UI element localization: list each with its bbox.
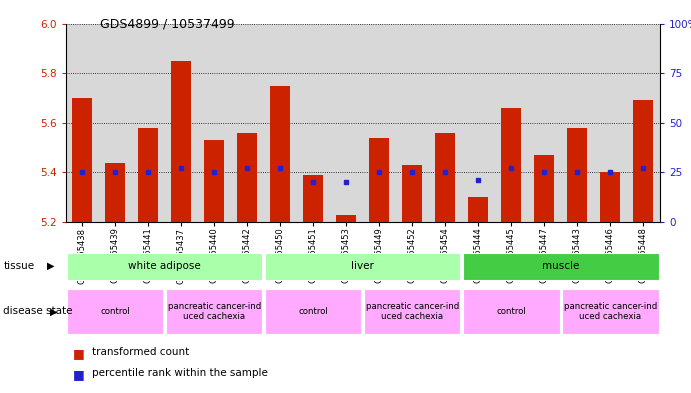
Text: ▶: ▶: [50, 307, 57, 316]
Text: pancreatic cancer-ind
uced cachexia: pancreatic cancer-ind uced cachexia: [366, 302, 459, 321]
Bar: [567, 128, 587, 222]
Bar: [105, 163, 125, 222]
Text: ■: ■: [73, 347, 84, 360]
Bar: [73, 98, 92, 222]
Text: transformed count: transformed count: [92, 347, 189, 356]
Bar: [463, 289, 560, 334]
Bar: [265, 253, 460, 280]
Text: ▶: ▶: [47, 261, 54, 271]
Bar: [270, 86, 290, 222]
Text: control: control: [496, 307, 527, 316]
Text: pancreatic cancer-ind
uced cachexia: pancreatic cancer-ind uced cachexia: [564, 302, 657, 321]
Bar: [337, 215, 356, 222]
Text: liver: liver: [351, 261, 375, 271]
Text: ■: ■: [73, 368, 84, 381]
Text: control: control: [100, 307, 130, 316]
Bar: [265, 289, 361, 334]
Bar: [364, 289, 460, 334]
Bar: [402, 165, 422, 222]
Bar: [171, 61, 191, 222]
Text: disease state: disease state: [3, 307, 73, 316]
Bar: [562, 289, 659, 334]
Text: percentile rank within the sample: percentile rank within the sample: [92, 368, 268, 378]
Bar: [468, 197, 489, 222]
Text: white adipose: white adipose: [129, 261, 201, 271]
Bar: [370, 138, 389, 222]
Text: pancreatic cancer-ind
uced cachexia: pancreatic cancer-ind uced cachexia: [168, 302, 261, 321]
Text: muscle: muscle: [542, 261, 580, 271]
Bar: [237, 133, 257, 222]
Bar: [67, 253, 263, 280]
Bar: [634, 101, 653, 222]
Bar: [534, 155, 554, 222]
Bar: [205, 140, 224, 222]
Text: tissue: tissue: [3, 261, 35, 271]
Bar: [463, 253, 659, 280]
Bar: [435, 133, 455, 222]
Text: GDS4899 / 10537499: GDS4899 / 10537499: [100, 18, 235, 31]
Bar: [502, 108, 521, 222]
Bar: [67, 289, 163, 334]
Bar: [138, 128, 158, 222]
Bar: [600, 173, 621, 222]
Bar: [303, 175, 323, 222]
Bar: [166, 289, 263, 334]
Text: control: control: [299, 307, 328, 316]
